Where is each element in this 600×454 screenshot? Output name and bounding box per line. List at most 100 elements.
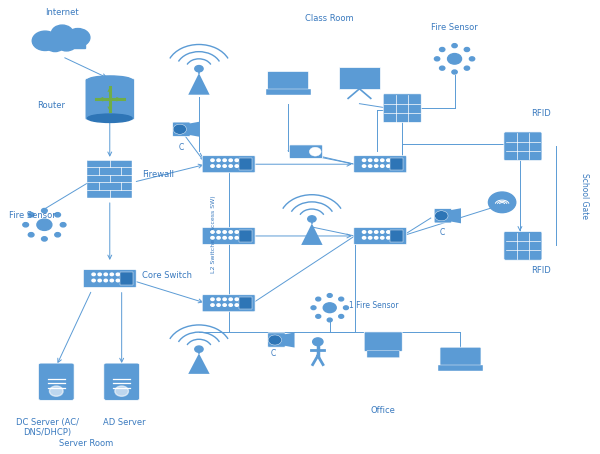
Circle shape xyxy=(217,231,220,233)
FancyBboxPatch shape xyxy=(354,156,407,173)
Circle shape xyxy=(362,237,366,239)
Circle shape xyxy=(223,237,226,239)
Circle shape xyxy=(368,165,372,168)
Circle shape xyxy=(104,273,107,276)
Circle shape xyxy=(464,48,470,51)
Circle shape xyxy=(217,165,220,168)
Circle shape xyxy=(28,232,34,237)
Circle shape xyxy=(362,231,366,233)
FancyBboxPatch shape xyxy=(202,295,255,312)
FancyBboxPatch shape xyxy=(504,232,542,260)
Circle shape xyxy=(362,165,366,168)
Circle shape xyxy=(217,159,220,162)
FancyBboxPatch shape xyxy=(239,230,252,242)
Circle shape xyxy=(223,231,226,233)
Circle shape xyxy=(327,318,332,322)
Circle shape xyxy=(380,237,384,239)
Circle shape xyxy=(115,386,128,396)
Circle shape xyxy=(386,165,390,168)
Circle shape xyxy=(211,298,214,301)
Text: Class Room: Class Room xyxy=(305,14,354,23)
Circle shape xyxy=(435,211,448,221)
Circle shape xyxy=(368,237,372,239)
FancyBboxPatch shape xyxy=(391,158,403,170)
Circle shape xyxy=(448,54,461,64)
Circle shape xyxy=(339,315,344,318)
Circle shape xyxy=(386,237,390,239)
Circle shape xyxy=(311,306,316,310)
Text: AD Server: AD Server xyxy=(103,418,146,427)
FancyBboxPatch shape xyxy=(339,67,380,89)
Ellipse shape xyxy=(88,114,132,123)
Circle shape xyxy=(23,222,29,227)
Circle shape xyxy=(316,315,321,318)
Circle shape xyxy=(223,159,226,162)
Circle shape xyxy=(452,70,457,74)
Text: L2 Switches (Access SW): L2 Switches (Access SW) xyxy=(211,195,217,272)
Circle shape xyxy=(380,231,384,233)
Circle shape xyxy=(211,237,214,239)
Circle shape xyxy=(316,297,321,301)
Circle shape xyxy=(217,298,220,301)
Text: C: C xyxy=(271,349,276,358)
Circle shape xyxy=(235,237,238,239)
Circle shape xyxy=(98,273,101,276)
Text: Server Room: Server Room xyxy=(59,439,113,448)
FancyBboxPatch shape xyxy=(40,41,85,48)
Circle shape xyxy=(313,338,323,345)
Circle shape xyxy=(339,297,344,301)
Polygon shape xyxy=(451,208,461,223)
Polygon shape xyxy=(188,73,209,95)
Circle shape xyxy=(368,159,372,162)
Circle shape xyxy=(195,346,203,352)
Polygon shape xyxy=(189,122,199,137)
Circle shape xyxy=(327,294,332,297)
FancyBboxPatch shape xyxy=(120,272,133,285)
Circle shape xyxy=(235,231,238,233)
Text: Firewall: Firewall xyxy=(142,170,175,178)
Circle shape xyxy=(56,36,76,51)
Text: Internet: Internet xyxy=(46,8,79,17)
Circle shape xyxy=(211,159,214,162)
FancyBboxPatch shape xyxy=(268,71,308,90)
Text: Fire Sensor: Fire Sensor xyxy=(9,211,55,220)
FancyBboxPatch shape xyxy=(438,365,483,371)
Circle shape xyxy=(55,212,61,217)
FancyBboxPatch shape xyxy=(364,332,402,351)
Text: DC Server (AC/
DNS/DHCP): DC Server (AC/ DNS/DHCP) xyxy=(16,418,79,437)
FancyBboxPatch shape xyxy=(104,363,139,400)
Circle shape xyxy=(66,29,90,47)
Text: 1 Fire Sensor: 1 Fire Sensor xyxy=(349,301,399,310)
Circle shape xyxy=(452,44,457,48)
Circle shape xyxy=(217,237,220,239)
Circle shape xyxy=(343,306,349,310)
Polygon shape xyxy=(301,223,323,245)
Circle shape xyxy=(229,159,232,162)
Circle shape xyxy=(217,304,220,306)
Circle shape xyxy=(469,57,475,61)
FancyBboxPatch shape xyxy=(202,227,255,245)
Text: C: C xyxy=(440,228,445,237)
Circle shape xyxy=(32,31,58,50)
Circle shape xyxy=(110,273,113,276)
Circle shape xyxy=(104,279,107,282)
Circle shape xyxy=(368,231,372,233)
Circle shape xyxy=(440,66,445,70)
Polygon shape xyxy=(284,332,295,348)
Circle shape xyxy=(229,298,232,301)
Circle shape xyxy=(374,237,378,239)
Circle shape xyxy=(229,231,232,233)
Circle shape xyxy=(49,386,63,396)
Circle shape xyxy=(362,159,366,162)
Text: RFID: RFID xyxy=(531,266,551,276)
FancyBboxPatch shape xyxy=(434,209,452,223)
Circle shape xyxy=(374,165,378,168)
Circle shape xyxy=(235,159,238,162)
Circle shape xyxy=(37,219,52,231)
FancyBboxPatch shape xyxy=(239,158,252,170)
Circle shape xyxy=(310,147,321,156)
Circle shape xyxy=(211,165,214,168)
Circle shape xyxy=(464,66,470,70)
Circle shape xyxy=(386,159,390,162)
Text: Core Switch: Core Switch xyxy=(142,271,193,280)
